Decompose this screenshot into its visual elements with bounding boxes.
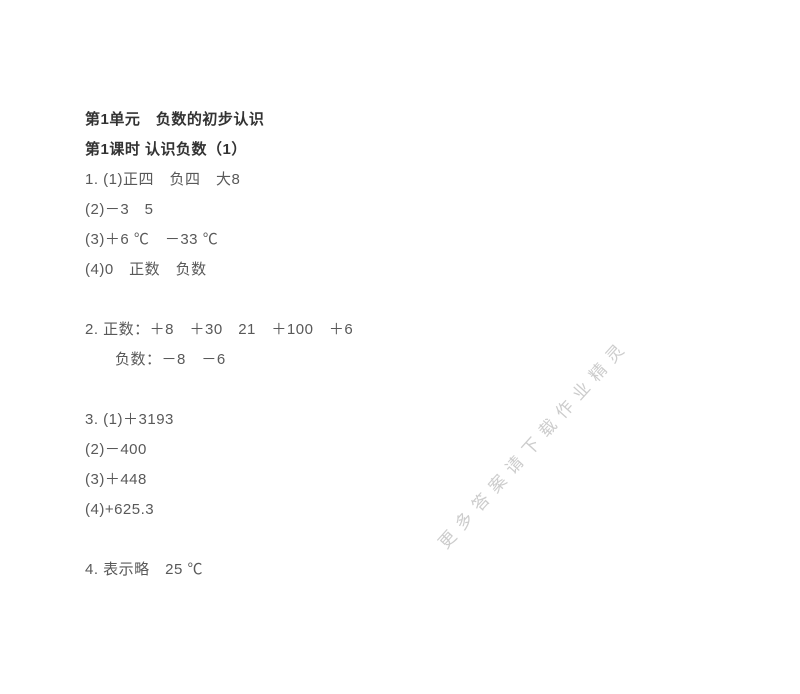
q1-part2: (2)－3 5 bbox=[85, 195, 800, 225]
q3-part1: 3. (1)＋3193 bbox=[85, 405, 800, 435]
q3-part4: (4)+625.3 bbox=[85, 495, 800, 525]
unit-title: 第1单元 负数的初步认识 bbox=[85, 105, 800, 135]
q1-part1: 1. (1)正四 负四 大8 bbox=[85, 165, 800, 195]
spacer bbox=[85, 285, 800, 315]
q2-negative: 负数：－8 －6 bbox=[85, 345, 800, 375]
q1-part4: (4)0 正数 负数 bbox=[85, 255, 800, 285]
lesson-title: 第1课时 认识负数（1） bbox=[85, 135, 800, 165]
q3-part3: (3)＋448 bbox=[85, 465, 800, 495]
q4-text: 4. 表示略 25 ℃ bbox=[85, 555, 800, 585]
q1-part3: (3)＋6 ℃ －33 ℃ bbox=[85, 225, 800, 255]
spacer bbox=[85, 375, 800, 405]
q3-part2: (2)－400 bbox=[85, 435, 800, 465]
q2-positive: 2. 正数：＋8 ＋30 21 ＋100 ＋6 bbox=[85, 315, 800, 345]
